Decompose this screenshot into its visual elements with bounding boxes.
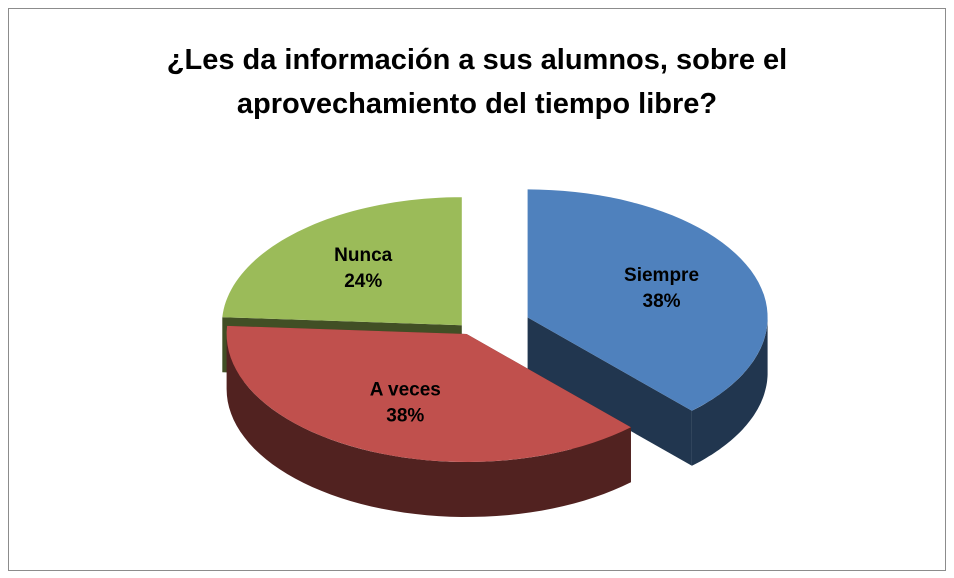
slice-value-label: 38% — [386, 405, 424, 426]
slice-value-label: 24% — [344, 271, 382, 292]
slice — [226, 325, 631, 462]
slice — [527, 189, 768, 411]
slice-category-label: A veces — [370, 379, 441, 400]
slice — [222, 197, 462, 326]
slice-side — [527, 317, 692, 466]
slice-value-label: 38% — [643, 291, 681, 312]
slice-wall — [691, 317, 768, 466]
slice-wall — [226, 334, 631, 517]
slice-category-label: Nunca — [334, 245, 393, 266]
slice-category-label: Siempre — [624, 265, 699, 286]
chart-title: ¿Les da información a sus alumnos, sobre… — [166, 44, 788, 120]
